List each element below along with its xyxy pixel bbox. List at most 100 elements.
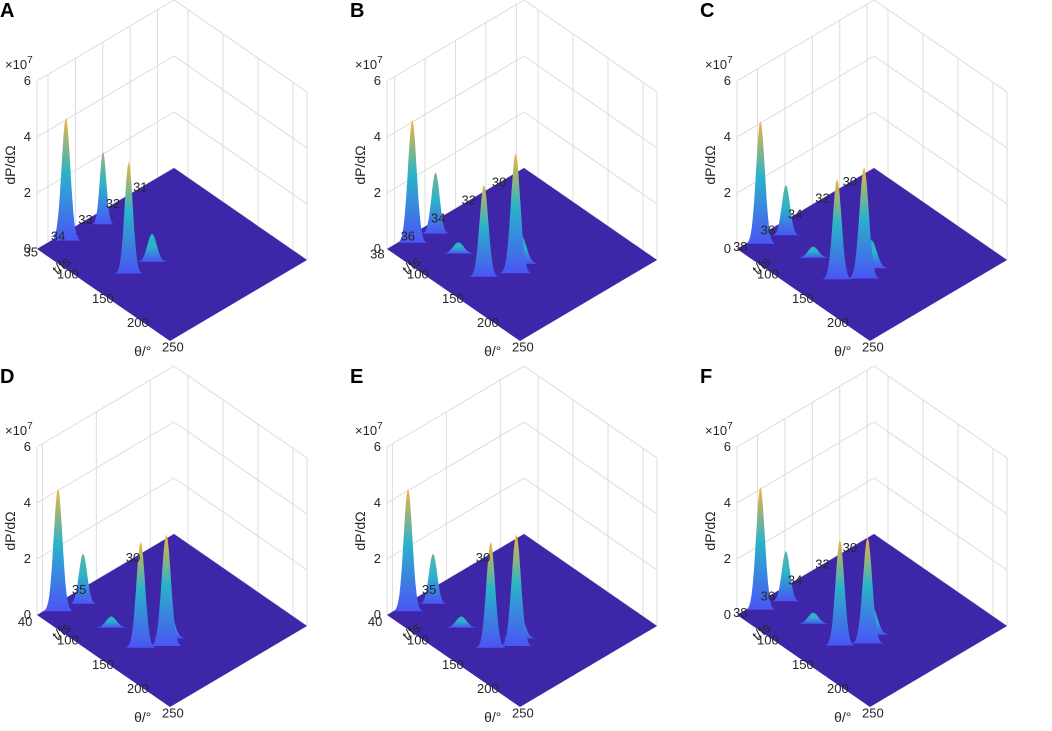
y-tick-label: 34 xyxy=(431,211,445,226)
z-tick-label: 0 xyxy=(724,241,731,256)
x-tick-label: 200 xyxy=(477,315,499,330)
grid-line xyxy=(873,365,1008,459)
y-tick-label: 38 xyxy=(733,605,747,620)
grid-line xyxy=(173,477,308,571)
y-tick-label: 30 xyxy=(843,174,857,189)
y-tick-label: 34 xyxy=(788,572,802,587)
z-tick-label: 4 xyxy=(724,495,731,510)
x-tick-label: 250 xyxy=(512,339,534,354)
surface-peak xyxy=(795,246,832,258)
z-scale-factor: ×107 xyxy=(355,55,383,72)
grid-line xyxy=(36,0,175,82)
grid-line xyxy=(873,55,1008,149)
y-tick-label: 30 xyxy=(126,550,140,565)
grid-line xyxy=(523,55,658,149)
grid-line xyxy=(523,0,658,93)
panel-b: B 0 2 4 6 ×107 dP/dΩ 30 32 34 36 38 t/fs 100 150 200 25… xyxy=(350,0,700,365)
x-tick-label: 150 xyxy=(92,291,114,306)
x-tick-label: 200 xyxy=(827,681,849,696)
surface-peak xyxy=(397,119,428,243)
surface-peak xyxy=(824,539,855,646)
x-tick-label: 100 xyxy=(57,633,79,648)
y-tick-label: 35 xyxy=(23,245,37,260)
grid-line xyxy=(736,0,875,82)
z-scale-factor: ×107 xyxy=(5,421,33,438)
x-tick-label: 250 xyxy=(162,339,184,354)
grid-line xyxy=(523,365,658,459)
surface-peak xyxy=(475,541,506,648)
grid-line xyxy=(36,55,175,138)
y-tick-label: 30 xyxy=(476,550,490,565)
z-tick-label: 4 xyxy=(374,495,381,510)
grid-line xyxy=(873,477,1008,571)
panel-label: A xyxy=(0,0,15,22)
y-tick-label: 32 xyxy=(815,556,829,571)
y-tick-label: 36 xyxy=(760,223,774,238)
grid-line xyxy=(523,111,658,205)
surface-peak xyxy=(499,153,532,274)
z-tick-label: 4 xyxy=(24,495,31,510)
z-axis-label: dP/dΩ xyxy=(702,511,718,550)
z-tick-label: 0 xyxy=(724,607,731,622)
grid-line xyxy=(386,421,525,504)
panel-f: F 0 2 4 6 ×107 dP/dΩ 30 32 34 36 38 t/fs 100 150 200 25… xyxy=(700,365,1050,731)
surface-plot: 0246×107dP/dΩ3132333435t/fs100150200250θ… xyxy=(2,0,308,359)
z-scale-factor: ×107 xyxy=(5,55,33,72)
x-tick-label: 150 xyxy=(792,291,814,306)
panel-e: E 0 2 4 6 ×107 dP/dΩ 30 35 40 t/fs 100 150 200 250 θ/° xyxy=(350,365,700,731)
panel-d: D 0 2 4 6 ×107 dP/dΩ 30 35 40 t/fs 100 150 200 250 θ/° xyxy=(0,365,350,731)
surface-peak xyxy=(771,551,800,602)
y-tick-label: 32 xyxy=(461,193,475,208)
x-tick-label: 150 xyxy=(442,657,464,672)
z-tick-label: 0 xyxy=(24,607,31,622)
z-scale-factor: ×107 xyxy=(705,421,733,438)
surface-peak xyxy=(125,541,156,648)
x-axis-label: θ/° xyxy=(134,343,151,359)
y-tick-label: 35 xyxy=(72,582,86,597)
grid-line xyxy=(523,421,658,515)
panel-label: E xyxy=(350,366,364,388)
z-tick-label: 6 xyxy=(724,73,731,88)
x-axis-label: θ/° xyxy=(484,709,501,725)
surface-peak xyxy=(822,178,853,280)
surface-peak xyxy=(421,172,450,234)
z-tick-label: 2 xyxy=(724,185,731,200)
z-tick-label: 6 xyxy=(374,439,381,454)
z-axis-label: dP/dΩ xyxy=(702,145,718,184)
x-tick-label: 200 xyxy=(127,315,149,330)
x-tick-label: 100 xyxy=(407,267,429,282)
y-tick-label: 33 xyxy=(78,212,92,227)
y-tick-label: 38 xyxy=(370,247,384,262)
z-tick-label: 6 xyxy=(374,73,381,88)
grid-line xyxy=(36,421,175,504)
surface-peak xyxy=(43,488,74,612)
grid-line xyxy=(36,365,175,448)
x-axis-label: θ/° xyxy=(834,343,851,359)
grid-line xyxy=(736,365,875,448)
x-tick-label: 200 xyxy=(827,315,849,330)
x-tick-label: 200 xyxy=(127,681,149,696)
x-axis-label: θ/° xyxy=(834,709,851,725)
y-tick-label: 38 xyxy=(733,239,747,254)
y-tick-label: 35 xyxy=(422,582,436,597)
y-tick-label: 34 xyxy=(51,228,65,243)
surface-peak xyxy=(69,553,98,604)
surface-peak xyxy=(136,233,169,262)
x-tick-label: 250 xyxy=(862,705,884,720)
y-tick-label: 36 xyxy=(401,229,415,244)
grid-line xyxy=(523,477,658,571)
surface-peak xyxy=(500,534,533,646)
panel-label: D xyxy=(0,366,15,388)
surface-peak xyxy=(745,120,776,244)
surface-peak xyxy=(91,151,115,225)
y-tick-label: 30 xyxy=(492,175,506,190)
x-tick-label: 100 xyxy=(757,633,779,648)
z-tick-label: 4 xyxy=(374,129,381,144)
z-tick-label: 2 xyxy=(724,551,731,566)
z-tick-label: 2 xyxy=(374,551,381,566)
y-tick-label: 32 xyxy=(106,196,120,211)
z-tick-label: 4 xyxy=(24,129,31,144)
